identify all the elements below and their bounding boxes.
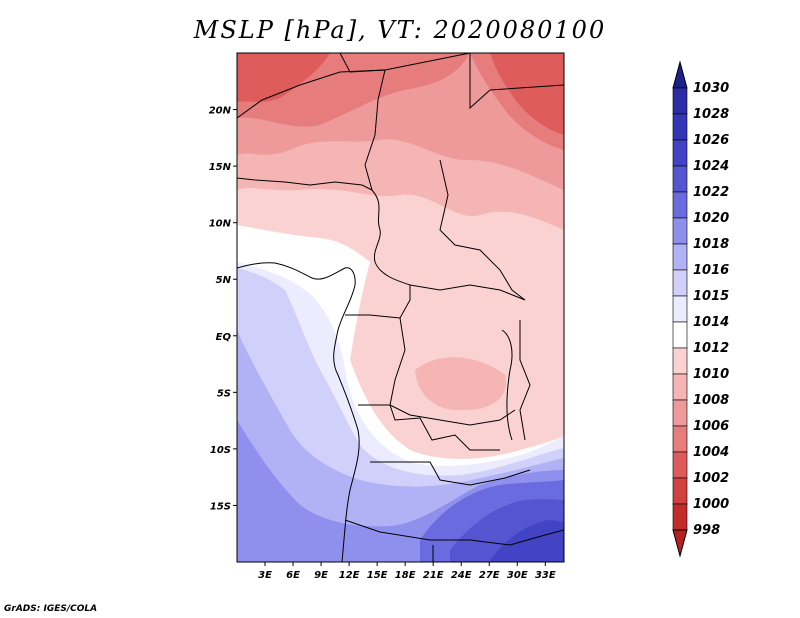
lon-tick-label: 33E xyxy=(535,570,556,581)
lat-tick-label: 10S xyxy=(210,445,231,456)
colorbar-label: 1028 xyxy=(693,107,729,122)
lon-tick-label: 30E xyxy=(507,570,528,581)
zambia-border xyxy=(370,461,531,486)
chad-cameroon-border xyxy=(371,189,411,286)
colorbar-label: 1012 xyxy=(693,341,729,356)
lon-tick-label: 24E xyxy=(451,570,472,581)
field-northeast-1002 xyxy=(490,53,564,135)
field-northwest-1002 xyxy=(237,53,330,102)
colorbar-label: 1026 xyxy=(693,133,729,148)
lat-tick-label: 5N xyxy=(216,275,232,286)
colorbar-segment xyxy=(672,399,688,427)
colorbar-segment xyxy=(672,139,688,167)
colorbar-segment xyxy=(672,347,688,375)
colorbar-label: 1008 xyxy=(693,393,729,408)
lat-tick-label: 15S xyxy=(210,501,231,512)
colorbar-label: 1002 xyxy=(693,471,729,486)
colorbar-label: 1004 xyxy=(693,445,729,460)
lon-tick-label: 18E xyxy=(395,570,416,581)
colorbar-label: 1022 xyxy=(693,185,729,200)
colorbar-segment xyxy=(672,243,688,271)
colorbar-segment xyxy=(672,321,688,349)
colorbar-bottom-arrow xyxy=(672,529,688,558)
colorbar-segment xyxy=(672,503,688,531)
colorbar-segment xyxy=(672,217,688,245)
lon-tick-label: 21E xyxy=(423,570,444,581)
sahel-border xyxy=(237,177,373,191)
lon-tick-label: 6E xyxy=(286,570,300,581)
east-africa-border xyxy=(519,320,531,441)
figure-title: MSLP [hPa], VT: 2020080100 xyxy=(193,16,607,44)
lat-tick-label: EQ xyxy=(216,332,232,343)
colorbar-segment xyxy=(672,191,688,219)
colorbar: 1030 1028 1026 1024 1022 1020 1018 1016 1015 1014… xyxy=(672,60,729,558)
colorbar-label: 1010 xyxy=(693,367,729,382)
lon-tick-label: 9E xyxy=(314,570,328,581)
coastlines-and-borders xyxy=(237,53,564,562)
great-lakes-lines xyxy=(501,329,513,441)
colorbar-segment xyxy=(672,269,688,297)
grads-credit: GrADS: IGES/COLA xyxy=(4,604,98,614)
colorbar-label: 1015 xyxy=(693,289,729,304)
lon-tick-label: 15E xyxy=(367,570,388,581)
colorbar-label: 1016 xyxy=(693,263,729,278)
colorbar-label: 1020 xyxy=(693,211,729,226)
colorbar-segment xyxy=(672,295,688,323)
colorbar-segment xyxy=(672,451,688,479)
pressure-field xyxy=(237,53,564,562)
colorbar-segment xyxy=(672,113,688,141)
colorbar-label: 998 xyxy=(693,523,720,538)
lat-tick-label: 20N xyxy=(209,106,232,117)
car-border xyxy=(409,284,526,301)
colorbar-label: 1024 xyxy=(693,159,729,174)
colorbar-segment xyxy=(672,87,688,115)
colorbar-top-arrow xyxy=(672,60,688,89)
map-frame xyxy=(236,52,565,563)
west-african-coastline xyxy=(237,262,360,562)
colorbar-segment xyxy=(672,425,688,453)
colorbar-segment xyxy=(672,373,688,401)
lon-tick-label: 12E xyxy=(339,570,360,581)
colorbar-label: 1018 xyxy=(693,237,729,252)
colorbar-label: 1030 xyxy=(693,81,729,96)
colorbar-segment xyxy=(672,477,688,505)
chad-sudan-border xyxy=(439,159,526,301)
longitude-axis: 3E 6E 9E 12E 15E 18E 21E 24E 27E 30E 33E xyxy=(258,562,556,581)
colorbar-label: 1006 xyxy=(693,419,729,434)
field-south-1024 xyxy=(490,520,564,562)
lon-tick-label: 3E xyxy=(258,570,272,581)
lat-tick-label: 15N xyxy=(209,162,232,173)
colorbar-label: 1014 xyxy=(693,315,729,330)
latitude-axis: 20N 15N 10N 5N EQ 5S 10S 15S xyxy=(209,106,237,512)
lat-tick-label: 10N xyxy=(209,219,232,230)
lon-tick-label: 27E xyxy=(479,570,500,581)
lat-tick-label: 5S xyxy=(217,388,231,399)
namibia-botswana-border xyxy=(344,519,564,546)
field-congo-1008 xyxy=(415,357,506,411)
colorbar-label: 1000 xyxy=(693,497,729,512)
drc-border xyxy=(389,317,516,426)
colorbar-segment xyxy=(672,165,688,193)
niger-mali-border xyxy=(237,69,386,191)
angola-border xyxy=(358,404,500,451)
